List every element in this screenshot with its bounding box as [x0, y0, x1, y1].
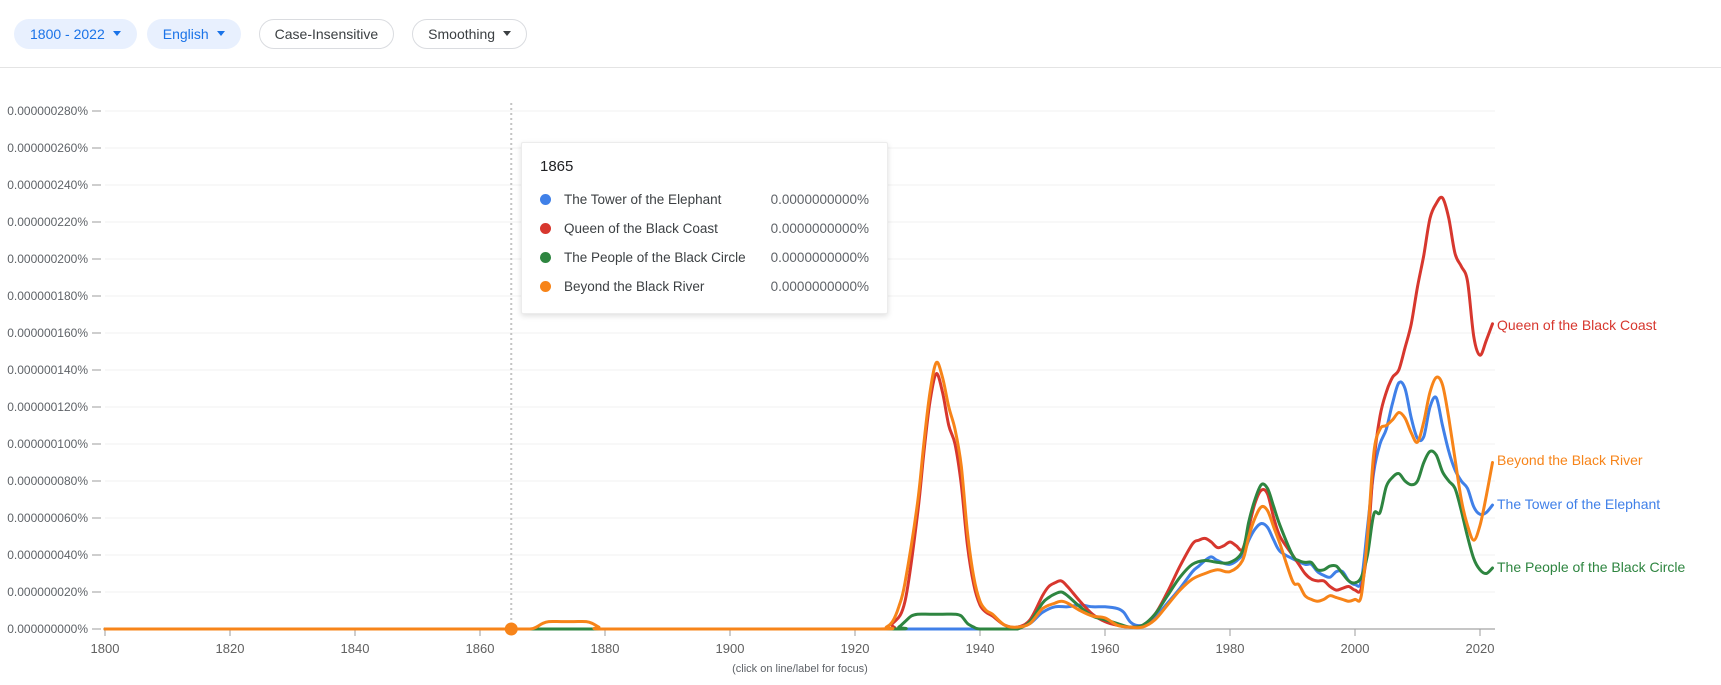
- tooltip-series-name: Beyond the Black River: [564, 279, 705, 294]
- x-axis-tick-label: 1980: [1216, 641, 1245, 656]
- y-axis-tick-label: 0.000000120%: [7, 400, 88, 414]
- series-dot-icon: [540, 252, 551, 263]
- caret-down-icon: [112, 31, 121, 36]
- y-axis-tick-label: 0.000000040%: [7, 548, 88, 562]
- series-dot-icon: [540, 194, 551, 205]
- x-axis-tick-label: 1880: [591, 641, 620, 656]
- chart-caption: (click on line/label for focus): [732, 663, 868, 675]
- x-axis-tick-label: 1860: [466, 641, 495, 656]
- tooltip-series-value: 0.0000000000%: [770, 250, 869, 265]
- tooltip-series-name: Queen of the Black Coast: [564, 221, 718, 236]
- tooltip-series-name: The People of the Black Circle: [564, 250, 746, 265]
- x-axis-tick-label: 1820: [216, 641, 245, 656]
- toolbar: 1800 - 2022 English Case-Insensitive Smo…: [0, 0, 1721, 68]
- y-axis-tick-label: 0.000000260%: [7, 141, 88, 155]
- case-sensitivity-pill[interactable]: Case-Insensitive: [258, 18, 395, 49]
- y-axis-tick-label: 0.000000220%: [7, 215, 88, 229]
- y-axis-tick-label: 0.000000280%: [7, 104, 88, 118]
- tooltip-row: Queen of the Black Coast 0.0000000000%: [538, 214, 869, 243]
- y-axis-tick-label: 0.000000100%: [7, 437, 88, 451]
- x-axis-tick-label: 1800: [91, 641, 120, 656]
- y-axis-tick-label: 0.000000240%: [7, 178, 88, 192]
- x-axis-tick-label: 2000: [1341, 641, 1370, 656]
- x-axis-tick-label: 1900: [716, 641, 745, 656]
- y-axis-tick-label: 0.000000160%: [7, 326, 88, 340]
- line-label-the-tower-of-the-elephant[interactable]: The Tower of the Elephant: [1497, 496, 1661, 512]
- x-axis-tick-label: 1940: [966, 641, 995, 656]
- tooltip-series-value: 0.0000000000%: [770, 192, 869, 207]
- x-axis-tick-label: 1840: [341, 641, 370, 656]
- x-axis-tick-label: 1960: [1091, 641, 1120, 656]
- series-line-beyond-the-black-river[interactable]: [103, 360, 1494, 631]
- y-axis-tick-label: 0.000000060%: [7, 511, 88, 525]
- tooltip-series-value: 0.0000000000%: [770, 221, 869, 236]
- line-label-beyond-the-black-river[interactable]: Beyond the Black River: [1497, 452, 1643, 468]
- y-axis-tick-label: 0.000000000%: [7, 622, 88, 636]
- case-label: Case-Insensitive: [274, 25, 379, 42]
- y-axis-tick-label: 0.000000140%: [7, 363, 88, 377]
- x-axis-tick-label: 1920: [841, 641, 870, 656]
- y-axis-tick-label: 0.000000080%: [7, 474, 88, 488]
- tooltip-row: The Tower of the Elephant 0.0000000000%: [538, 185, 869, 214]
- caret-down-icon: [216, 31, 225, 36]
- line-label-queen-of-the-black-coast[interactable]: Queen of the Black Coast: [1497, 317, 1657, 333]
- tooltip-row: Beyond the Black River 0.0000000000%: [538, 272, 869, 301]
- year-range-pill[interactable]: 1800 - 2022: [14, 18, 137, 49]
- hover-tooltip: 1865 The Tower of the Elephant 0.0000000…: [521, 142, 888, 314]
- y-axis-tick-label: 0.000000020%: [7, 585, 88, 599]
- series-line-the-people-of-the-black-circle[interactable]: [103, 449, 1494, 631]
- line-label-the-people-of-the-black-circle[interactable]: The People of the Black Circle: [1497, 559, 1686, 575]
- hover-marker-dot: [504, 622, 518, 636]
- series-line-queen-of-the-black-coast[interactable]: [103, 195, 1494, 631]
- tooltip-row: The People of the Black Circle 0.0000000…: [538, 243, 869, 272]
- corpus-pill[interactable]: English: [146, 18, 241, 49]
- tooltip-series-name: The Tower of the Elephant: [564, 192, 722, 207]
- tooltip-series-value: 0.0000000000%: [770, 279, 869, 294]
- y-axis-tick-label: 0.000000200%: [7, 252, 88, 266]
- series-dot-icon: [540, 281, 551, 292]
- smoothing-label: Smoothing: [428, 25, 496, 42]
- y-axis-tick-label: 0.000000180%: [7, 289, 88, 303]
- x-axis-tick-label: 2020: [1466, 641, 1495, 656]
- series-dot-icon: [540, 223, 551, 234]
- caret-down-icon: [503, 31, 512, 36]
- smoothing-pill[interactable]: Smoothing: [412, 18, 528, 49]
- tooltip-year: 1865: [540, 158, 574, 175]
- corpus-label: English: [162, 25, 209, 42]
- year-range-label: 1800 - 2022: [30, 25, 105, 42]
